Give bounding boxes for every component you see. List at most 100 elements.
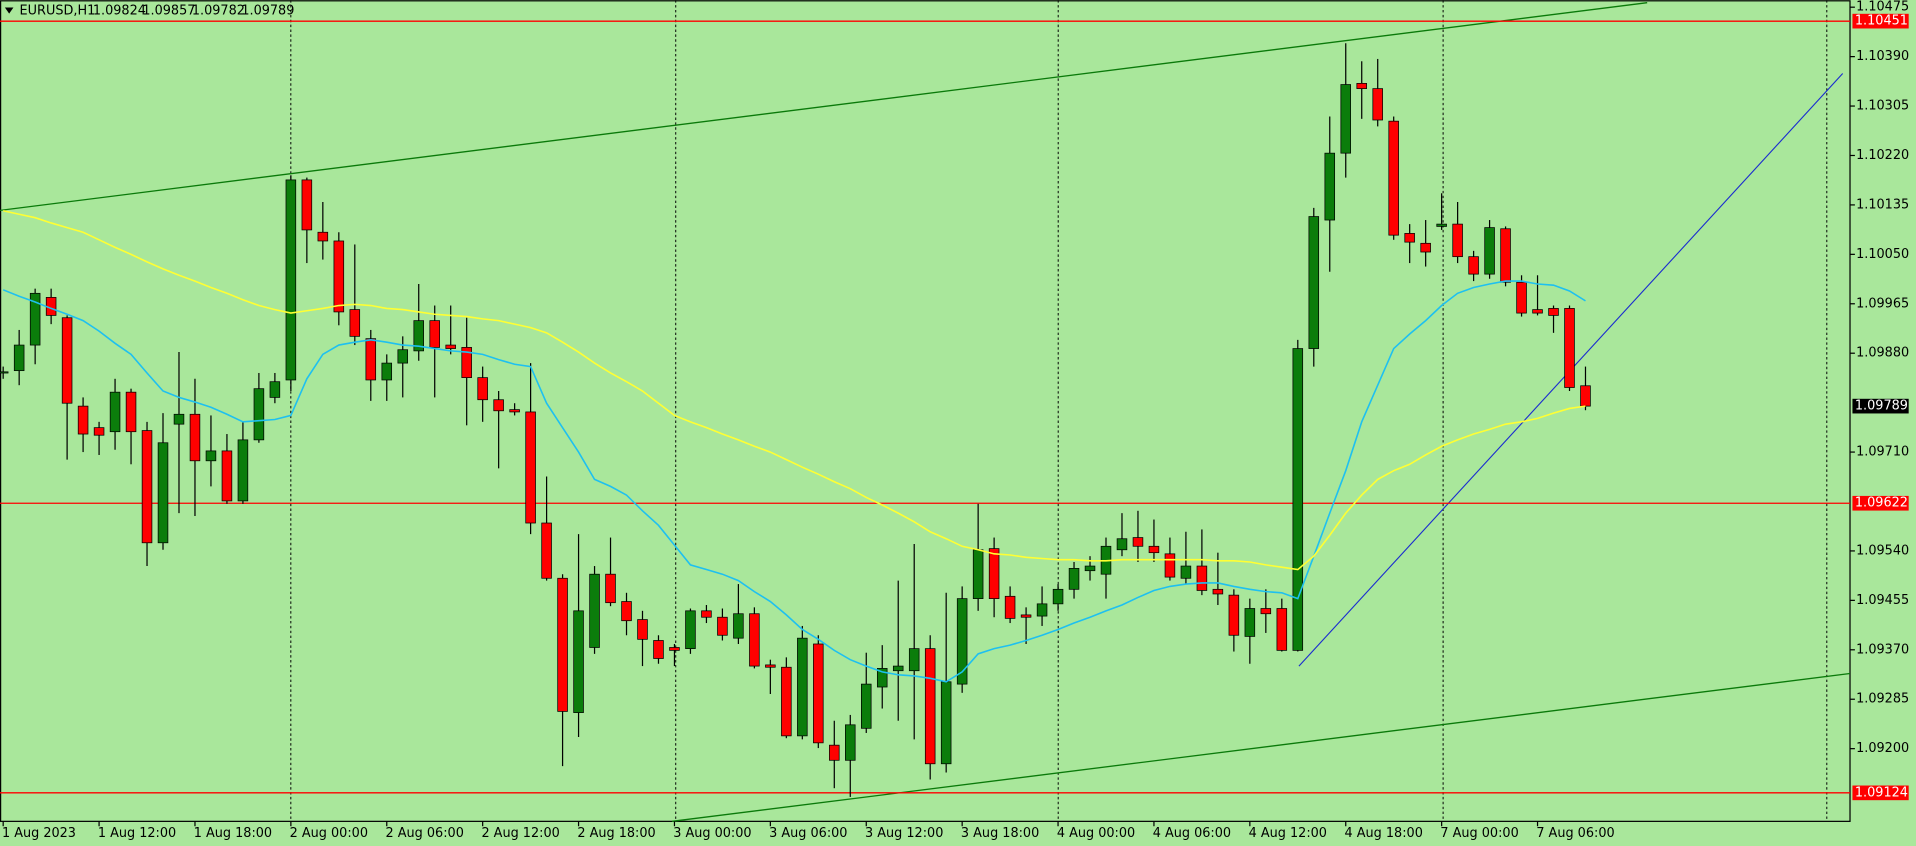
candle-body (61, 317, 73, 404)
y-tick-label: 1.09285 (1856, 692, 1909, 707)
candle-body (1084, 565, 1096, 572)
candle-body (1388, 120, 1399, 236)
candle-body (445, 344, 456, 349)
candle-body (892, 665, 904, 672)
candle-body (157, 442, 169, 544)
candle-body (397, 349, 409, 364)
candle-body (301, 179, 313, 231)
candle-body (908, 648, 920, 672)
candle-body (685, 610, 696, 649)
candle-body (1116, 538, 1128, 551)
x-tick-label: 4 Aug 12:00 (1249, 826, 1327, 841)
candle-body (1500, 228, 1511, 283)
candle-body (797, 637, 808, 737)
candle-body (1228, 594, 1240, 636)
candle-body (1516, 281, 1527, 314)
candle-body (253, 388, 265, 441)
candle-body (1580, 385, 1591, 407)
candle-body (525, 411, 536, 524)
candle-body (605, 573, 616, 604)
level-label-box (1852, 13, 1909, 29)
y-tick-label: 1.09710 (1856, 445, 1909, 460)
level-label-box (1852, 785, 1909, 801)
x-tick-label: 7 Aug 00:00 (1440, 826, 1518, 841)
candle-body (1532, 309, 1543, 314)
candle-body (589, 573, 600, 648)
symbol-title: EURUSD,H1 (20, 4, 96, 19)
y-tick-label: 1.10220 (1856, 148, 1909, 163)
candle-body (429, 320, 440, 348)
candle-body (1196, 565, 1208, 591)
levels (0, 20, 1851, 794)
x-tick-label: 4 Aug 06:00 (1153, 826, 1231, 841)
price-label: 1.09789 (1855, 399, 1908, 414)
y-tick-label: 1.09965 (1856, 296, 1909, 311)
candle-body (1484, 227, 1495, 275)
candle-body (1324, 152, 1336, 221)
candle-body (876, 668, 888, 688)
candle-body (381, 362, 393, 381)
candle-body (173, 413, 185, 425)
candle-body (333, 240, 345, 313)
candle-body (1340, 84, 1351, 154)
candle-body (1420, 242, 1431, 253)
candle-body (317, 231, 329, 242)
x-tick-label: 3 Aug 18:00 (961, 826, 1039, 841)
candle-body (141, 430, 153, 544)
candle-body (781, 666, 792, 737)
candle-body (1452, 223, 1463, 258)
x-tick-label: 1 Aug 12:00 (98, 826, 176, 841)
candles (0, 43, 1591, 797)
candle-body (1180, 565, 1192, 579)
candle-body (125, 391, 137, 433)
candle-body (205, 450, 217, 462)
y-tick-label: 1.10050 (1856, 247, 1909, 262)
candle-body (669, 647, 680, 651)
x-tick-label: 1 Aug 2023 (2, 826, 76, 841)
level-label: 1.10451 (1855, 14, 1908, 29)
candle-body (1276, 608, 1288, 651)
channel-upper (0, 1, 1648, 212)
candle-body (1148, 545, 1160, 554)
indicator-lines (2, 209, 1586, 683)
candle-body (621, 601, 632, 622)
x-tick-label: 2 Aug 00:00 (290, 826, 368, 841)
moving-average (3, 209, 1586, 571)
candle-body (1436, 223, 1447, 227)
candle-body (1164, 553, 1176, 578)
header-close: 1.09789 (241, 4, 294, 19)
plot-frame (0, 0, 1851, 822)
x-tick-label: 3 Aug 12:00 (865, 826, 943, 841)
candle-body (541, 522, 552, 579)
candle-body (1260, 608, 1272, 615)
candle-body (109, 391, 121, 433)
candle-body (1404, 233, 1415, 243)
candle-body (829, 744, 840, 761)
y-tick-label: 1.09540 (1856, 543, 1909, 558)
candle-body (653, 640, 664, 659)
candle-body (1356, 83, 1367, 89)
candle-body (1132, 537, 1144, 547)
candle-body (77, 405, 89, 435)
candle-body (1468, 256, 1479, 275)
y-tick-label: 1.09370 (1856, 642, 1909, 657)
candle-body (189, 413, 201, 462)
candle-body (940, 681, 952, 765)
candle-body (13, 344, 25, 372)
y-tick-label: 1.10305 (1856, 99, 1909, 114)
y-tick-label: 1.09200 (1856, 741, 1909, 756)
level-label: 1.09622 (1855, 496, 1908, 511)
menu-triangle (4, 7, 14, 14)
candle-body (573, 610, 584, 713)
candle-body (1548, 308, 1559, 316)
candle-body (845, 724, 856, 761)
y-tick-label: 1.10475 (1856, 0, 1909, 15)
x-tick-label: 2 Aug 06:00 (386, 826, 464, 841)
candle-body (733, 613, 744, 639)
candle-body (1372, 88, 1383, 121)
y-tick-label: 1.09455 (1856, 593, 1909, 608)
candle-body (1068, 568, 1080, 590)
candle-body (557, 577, 568, 712)
